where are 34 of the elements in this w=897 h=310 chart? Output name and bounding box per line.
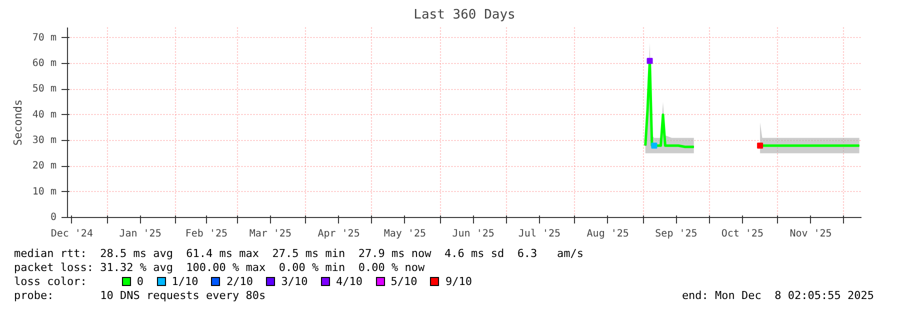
text: packet loss: 31.32 % avg 100.00 % max 0.00 % min 0.00 % now (14, 261, 426, 275)
legend-label: 4/10 (336, 275, 362, 288)
x-tick-label: Dec '24 (50, 228, 93, 240)
legend-label: 1/10 (172, 275, 198, 288)
y-tick-label: 60 m (32, 58, 57, 69)
legend-label: 2/10 (226, 275, 253, 288)
legend-label: 3/10 (281, 275, 308, 288)
y-tick-label: 50 m (32, 84, 57, 95)
legend-label: 0 (136, 275, 144, 288)
y-tick-label: 20 m (32, 160, 57, 172)
x-tick-label: Jun '25 (452, 228, 494, 240)
chart-title: Last 360 Days (414, 8, 516, 22)
text: median rtt: 28.5 ms avg 61.4 ms max 27.5 ms min 27.9 ms now 4.6 ms sd 6.3 am/s (14, 247, 585, 261)
y-tick-label: 70 m (32, 32, 57, 44)
text: end: Mon Dec 8 02:05:55 2025 (682, 289, 874, 303)
x-tick-label: Nov '25 (790, 228, 832, 240)
text: probe: 10 DNS requests every 80s (14, 289, 266, 303)
x-tick-label: Oct '25 (721, 228, 764, 240)
x-tick-label: Jan '25 (119, 228, 162, 240)
y-axis-title: Seconds (11, 99, 24, 146)
y-tick-label: 10 m (32, 186, 57, 198)
legend-label: 9/10 (445, 275, 472, 288)
x-tick-label: May '25 (384, 228, 426, 240)
x-tick-label: Mar '25 (249, 228, 292, 240)
x-tick-label: Apr '25 (318, 228, 360, 240)
y-tick-label: 30 m (32, 134, 57, 146)
x-tick-label: Sep '25 (655, 228, 698, 240)
y-tick-label: 0 (50, 212, 57, 223)
legend-label: 5/10 (390, 275, 418, 288)
x-tick-label: Jul '25 (518, 228, 561, 240)
y-tick-label: 40 m (32, 109, 57, 120)
x-tick-label: Feb '25 (185, 228, 228, 240)
legend-title: loss color: (14, 275, 87, 288)
x-tick-label: Aug '25 (586, 228, 629, 240)
